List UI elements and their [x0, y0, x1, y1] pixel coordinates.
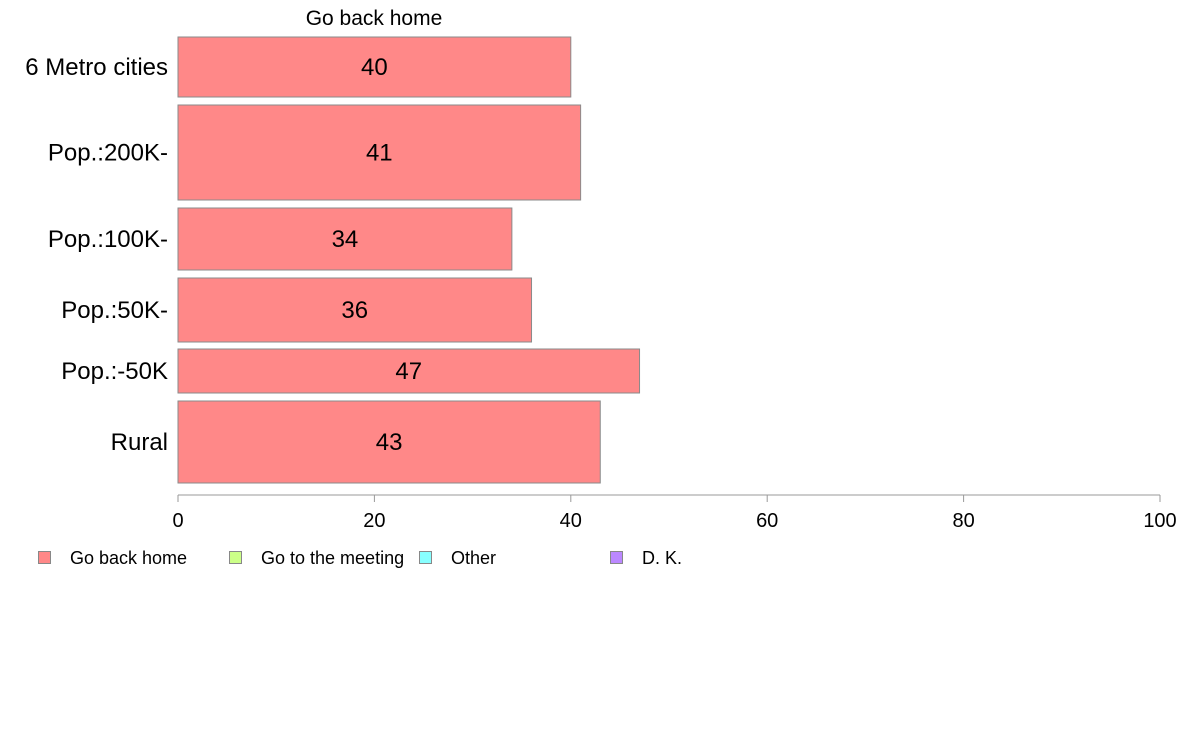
- category-label-rural: Rural: [111, 429, 168, 456]
- data-label-pop-50k: 47: [395, 358, 422, 385]
- bar-pop-100k: [177, 207, 513, 271]
- data-label-pop-50k: 36: [341, 297, 368, 324]
- bar-pop-50k: [177, 277, 533, 343]
- bar-pop-50k: [177, 348, 641, 394]
- x-axis: 0 20 40 60 80 100: [172, 494, 1177, 532]
- x-tick-label-20: 20: [363, 510, 385, 532]
- data-label-rural: 43: [376, 429, 403, 456]
- bar-pop-200k: [177, 104, 582, 201]
- x-tick-label-100: 100: [1143, 510, 1176, 532]
- x-tick-label-40: 40: [560, 510, 582, 532]
- category-label-pop-100k: Pop.:100K-: [48, 226, 168, 253]
- legend-swatch-other: [419, 551, 432, 564]
- legend: Go back home Go to the meeting Other D. …: [38, 548, 838, 570]
- data-label-pop-100k: 34: [332, 226, 359, 253]
- x-tick-label-80: 80: [952, 510, 974, 532]
- legend-label-go-back-home: Go back home: [70, 548, 188, 568]
- chart-title: Go back home: [306, 7, 443, 30]
- bars-layer: 40 6 Metro cities 41 Pop.:200K- 34 Pop.:100K-…: [25, 36, 641, 484]
- legend-label-dk: D. K.: [642, 548, 683, 568]
- x-tick-label-60: 60: [756, 510, 778, 532]
- legend-label-go-to-the-meeting: Go to the meeting: [261, 548, 405, 568]
- legend-swatch-dk: [610, 551, 623, 564]
- category-label-pop-200k: Pop.:200K-: [48, 140, 168, 167]
- legend-swatch-go-back-home: [38, 551, 51, 564]
- category-label-6-metro-cities: 6 Metro cities: [25, 54, 168, 81]
- legend-label-other: Other: [451, 548, 497, 568]
- category-label-pop-50k: Pop.:-50K: [61, 358, 168, 385]
- x-tick-label-0: 0: [172, 510, 183, 532]
- legend-swatch-go-to-the-meeting: [229, 551, 242, 564]
- category-label-pop-50k: Pop.:50K-: [61, 297, 168, 324]
- data-label-6-metro-cities: 40: [361, 54, 388, 81]
- bar-rural: [177, 400, 601, 484]
- data-label-pop-200k: 41: [366, 140, 393, 167]
- bar-6-metro-cities: [177, 36, 572, 98]
